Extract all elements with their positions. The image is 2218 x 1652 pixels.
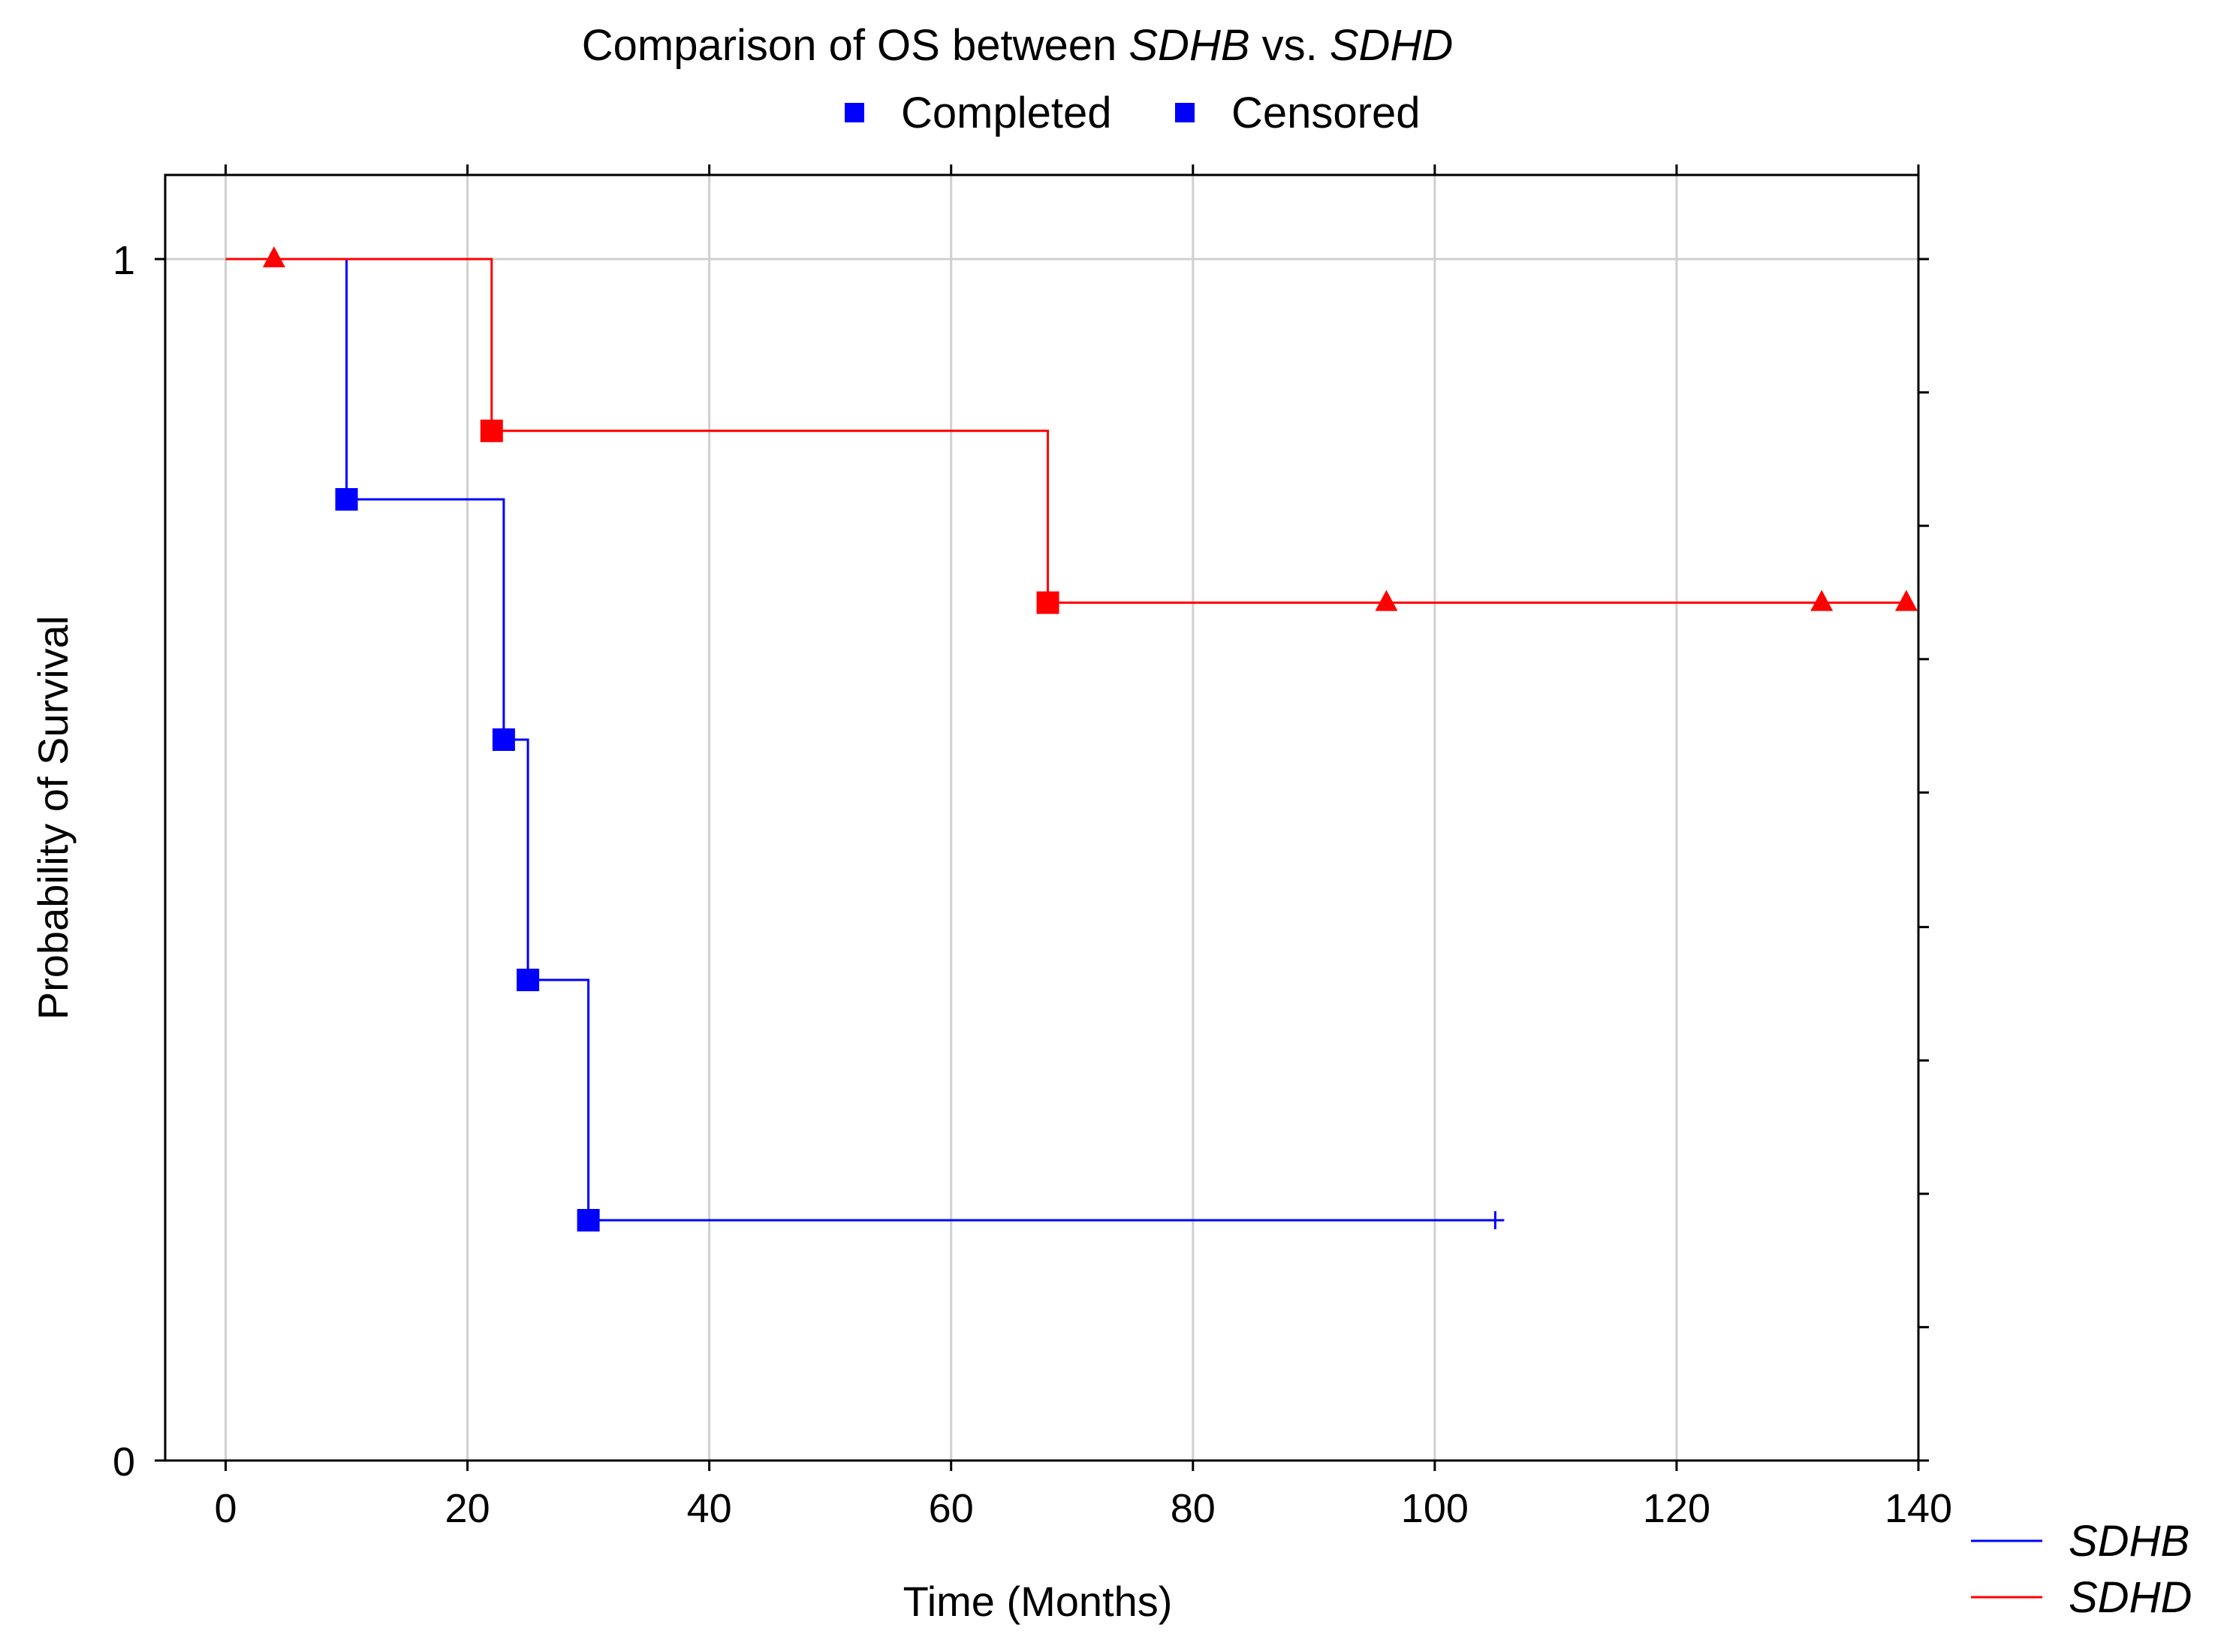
- y-tick-label: 1: [113, 238, 135, 283]
- series-sdhd: [225, 246, 1918, 614]
- marker-legend: Completed Censored: [845, 89, 1420, 137]
- series-legend-label-sdhb: SDHB: [2069, 1517, 2189, 1566]
- chart-title-series-a: SDHB: [1129, 21, 1249, 70]
- event-marker-sdhd: [1036, 591, 1059, 614]
- chart-title-prefix: Comparison of OS between: [582, 21, 1129, 70]
- ticks: 0 20 40 60 80 100 120 140 0 1: [113, 164, 1952, 1531]
- censor-marker-sdhd: [262, 246, 285, 267]
- legend-label-censored: Censored: [1231, 89, 1420, 137]
- x-tick-label: 0: [214, 1486, 237, 1531]
- censor-marker-sdhd: [1894, 589, 1918, 611]
- x-tick-label: 40: [687, 1486, 732, 1531]
- censor-marker-sdhd: [1810, 589, 1834, 611]
- x-axis-label: Time (Months): [903, 1578, 1173, 1625]
- series-layer: [225, 246, 1918, 1231]
- x-tick-label: 60: [929, 1486, 974, 1531]
- event-marker-sdhb: [517, 969, 540, 991]
- x-tick-label: 120: [1643, 1486, 1710, 1531]
- legend-marker-censored: [1175, 103, 1195, 122]
- censor-marker-sdhb: [1486, 1211, 1505, 1229]
- event-marker-sdhb: [577, 1209, 600, 1231]
- x-tick-label: 80: [1171, 1486, 1216, 1531]
- chart-title-series-b: SDHD: [1330, 21, 1453, 70]
- x-tick-label: 100: [1401, 1486, 1469, 1531]
- series-legend: SDHB SDHD: [1971, 1517, 2192, 1622]
- event-marker-sdhd: [480, 419, 503, 442]
- event-marker-sdhb: [335, 488, 358, 511]
- grid: [165, 175, 1918, 1461]
- chart-title-middle: vs.: [1250, 21, 1330, 70]
- series-line-sdhb: [225, 258, 1496, 1222]
- x-tick-label: 140: [1885, 1486, 1952, 1531]
- plot-frame: [164, 173, 1920, 1462]
- event-marker-sdhb: [492, 728, 515, 751]
- x-tick-label: 20: [445, 1486, 490, 1531]
- series-line-sdhd: [225, 258, 1906, 604]
- series-sdhb: [225, 258, 1505, 1231]
- series-legend-label-sdhd: SDHD: [2069, 1573, 2192, 1622]
- y-axis-label: Probability of Survival: [29, 616, 77, 1020]
- chart-title: Comparison of OS between SDHB vs. SDHD: [582, 21, 1453, 70]
- legend-marker-completed: [845, 103, 864, 122]
- y-tick-label: 0: [113, 1439, 135, 1485]
- censor-marker-sdhd: [1375, 589, 1398, 611]
- legend-label-completed: Completed: [901, 89, 1111, 137]
